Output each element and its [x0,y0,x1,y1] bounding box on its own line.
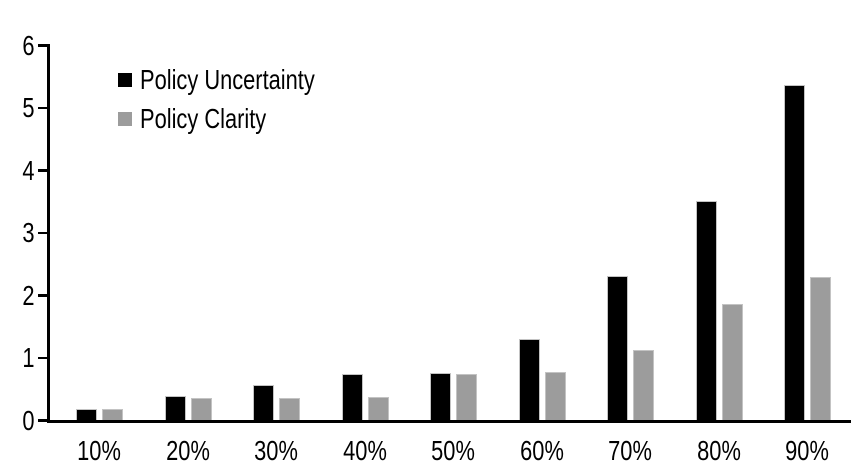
y-axis-tick [38,294,48,297]
bar-policy-clarity [102,408,123,421]
y-axis-tick [38,419,48,422]
y-axis-tick [38,44,48,47]
x-tick-label: 10% [77,435,122,466]
bar-policy-uncertainty [695,201,717,421]
x-axis-line [47,419,851,423]
y-tick-label: 0 [22,404,35,436]
bar-group [518,338,566,421]
bar-policy-uncertainty [341,373,363,421]
bar-policy-clarity [279,397,300,421]
bar-group [607,276,654,421]
bar-group [695,201,743,421]
y-axis-tick [38,231,48,235]
x-tick-label: 90% [785,435,830,466]
bar-group [253,385,300,421]
bar-policy-uncertainty [518,338,540,421]
x-tick-label: 80% [697,435,741,466]
legend-label-policy-uncertainty: Policy Uncertainty [140,63,315,95]
x-tick-label: 50% [431,435,476,466]
bar-group [430,372,477,421]
y-tick-label: 1 [22,342,35,373]
x-tick-label: 60% [520,435,564,466]
y-tick-label: 3 [22,217,35,248]
y-axis-line [47,44,50,422]
x-tick-label: 70% [608,435,653,466]
y-tick-label: 2 [22,279,35,311]
x-tick-label: 20% [166,435,210,466]
bar-policy-uncertainty [76,408,97,421]
y-tick-label: 6 [22,29,35,61]
bar-group [76,408,123,421]
bar-policy-clarity [721,303,743,421]
y-tick-label: 4 [22,154,35,186]
legend-label-policy-clarity: Policy Clarity [140,102,267,134]
bar-policy-clarity [544,371,566,421]
legend-item-policy-clarity: Policy Clarity [118,99,364,138]
legend-swatch-policy-uncertainty [118,72,132,87]
x-tick-label: 40% [343,435,387,466]
bar-group [341,373,389,421]
bar-policy-clarity [633,349,654,421]
bar-policy-uncertainty [430,372,451,421]
y-axis-tick [38,169,48,172]
bar-policy-clarity [810,277,831,421]
y-axis-tick [38,356,48,360]
bar-policy-clarity [190,397,212,421]
y-tick-label: 5 [22,92,35,123]
legend-item-policy-uncertainty: Policy Uncertainty [118,60,364,99]
legend: Policy Uncertainty Policy Clarity [118,60,364,138]
bar-policy-clarity [367,397,389,421]
bar-policy-uncertainty [253,385,274,421]
legend-swatch-policy-clarity [118,111,132,126]
bar-policy-clarity [456,373,477,421]
bar-policy-uncertainty [164,396,186,421]
y-axis-tick [38,106,48,110]
bar-policy-uncertainty [607,276,628,421]
x-tick-label: 30% [254,435,299,466]
bar-group [164,396,212,421]
bar-group [784,85,831,421]
bar-policy-uncertainty [784,85,805,421]
